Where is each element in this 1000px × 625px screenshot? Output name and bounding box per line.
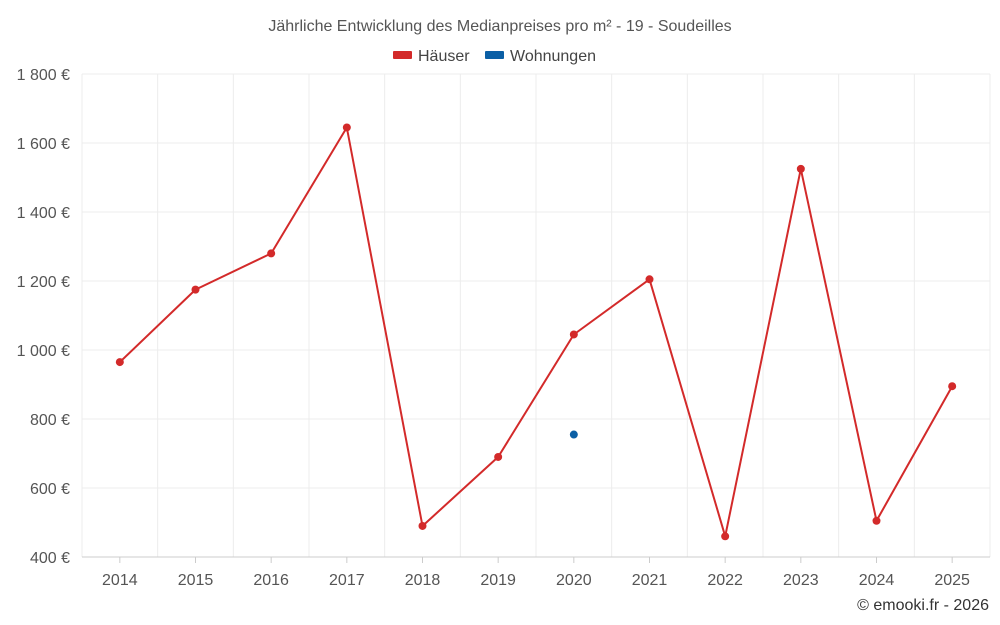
chart-title: Jährliche Entwicklung des Medianpreises …	[268, 18, 731, 35]
x-tick-label: 2020	[556, 572, 592, 589]
x-tick-label: 2017	[329, 572, 365, 589]
data-point[interactable]	[267, 249, 276, 258]
data-point[interactable]	[569, 330, 578, 339]
x-tick-label: 2018	[405, 572, 441, 589]
data-point[interactable]	[494, 452, 503, 461]
data-point[interactable]	[342, 123, 351, 132]
x-tick-label: 2023	[783, 572, 819, 589]
legend-item-wohnungen[interactable]: Wohnungen	[485, 48, 596, 65]
legend-swatch-wohnungen	[485, 51, 504, 59]
series-1	[569, 430, 578, 439]
data-point[interactable]	[721, 532, 730, 541]
y-tick-label: 800 €	[30, 412, 70, 429]
series-layer	[115, 123, 957, 541]
x-tick-label: 2015	[178, 572, 214, 589]
legend[interactable]: Häuser Wohnungen	[393, 48, 596, 65]
x-tick-label: 2016	[253, 572, 289, 589]
data-point[interactable]	[418, 521, 427, 530]
data-point[interactable]	[872, 516, 881, 525]
y-tick-label: 1 800 €	[17, 67, 70, 84]
series-0	[115, 123, 957, 541]
data-point[interactable]	[796, 164, 805, 173]
legend-swatch-haeuser	[393, 51, 412, 59]
x-tick-label: 2019	[480, 572, 516, 589]
grid	[81, 73, 991, 557]
series-line	[119, 126, 954, 538]
legend-item-haeuser[interactable]: Häuser	[393, 48, 470, 65]
data-point[interactable]	[115, 358, 124, 367]
data-point[interactable]	[191, 285, 200, 294]
y-tick-label: 400 €	[30, 550, 70, 567]
data-point[interactable]	[948, 382, 957, 391]
legend-label-haeuser: Häuser	[418, 48, 470, 65]
y-tick-label: 1 400 €	[17, 205, 70, 222]
y-tick-label: 1 200 €	[17, 274, 70, 291]
x-tick-label: 2025	[934, 572, 970, 589]
y-tick-label: 1 600 €	[17, 136, 70, 153]
x-tick-label: 2021	[632, 572, 668, 589]
y-tick-label: 1 000 €	[17, 343, 70, 360]
axes: 400 € 600 € 800 € 1 000 € 1 200 € 1 400 € 1 60…	[17, 67, 990, 589]
data-point[interactable]	[645, 275, 654, 284]
legend-label-wohnungen: Wohnungen	[510, 48, 596, 65]
y-tick-label: 600 €	[30, 481, 70, 498]
data-point[interactable]	[569, 430, 578, 439]
credit-text: © emooki.fr - 2026	[857, 597, 989, 614]
x-tick-label: 2014	[102, 572, 138, 589]
x-tick-label: 2022	[707, 572, 743, 589]
x-tick-label: 2024	[859, 572, 895, 589]
